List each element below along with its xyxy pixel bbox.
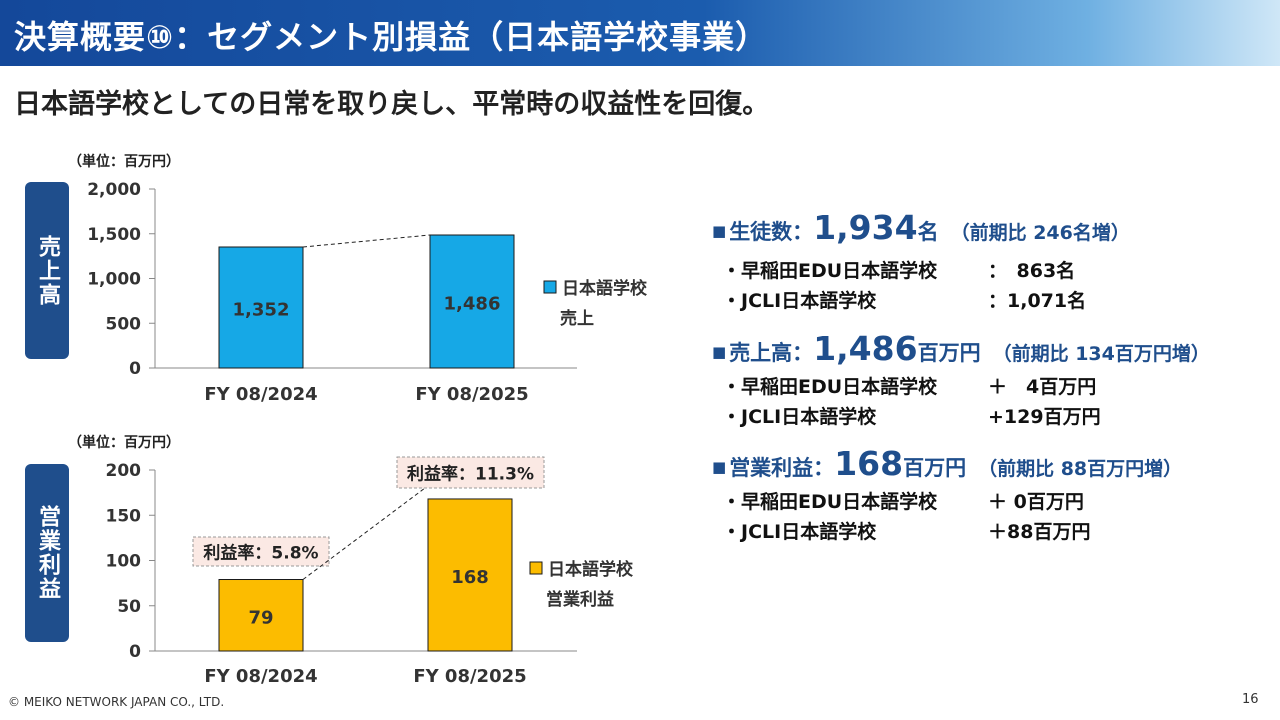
school-value: ：1,071名 — [988, 290, 1087, 312]
school-name: ・早稲田EDU日本語学校 — [722, 376, 938, 398]
stat-value: 1,934 — [813, 208, 918, 247]
school-value: +129百万円 — [988, 406, 1101, 428]
y-tick-label: 200 — [106, 461, 142, 481]
legend-swatch — [543, 280, 557, 294]
x-category-label: FY 08/2025 — [413, 666, 526, 687]
stat-detail-row: ・早稲田EDU日本語学校 ： 863名 — [722, 256, 1075, 283]
trend-connector — [302, 487, 426, 580]
bar — [427, 498, 513, 652]
school-name: ・JCLI日本語学校 — [722, 290, 877, 312]
page-title: 決算概要⑩：セグメント別損益（日本語学校事業） — [14, 18, 769, 56]
bar — [429, 234, 515, 369]
y-tick-label: 500 — [106, 314, 142, 334]
x-category-label: FY 08/2025 — [415, 384, 528, 405]
y-tick-label: 1,000 — [87, 270, 141, 290]
bar-value-label: 168 — [451, 567, 489, 588]
margin-annotation-box — [396, 456, 545, 489]
y-tick-label: 2,000 — [87, 180, 141, 200]
stat-label: 営業利益： — [729, 456, 835, 480]
school-name: ・早稲田EDU日本語学校 — [722, 260, 938, 282]
stat-detail-row: ・早稲田EDU日本語学校 ＋ 4百万円 — [722, 372, 1096, 399]
legend-label: 売上 — [560, 308, 594, 329]
bar — [218, 579, 304, 652]
y-tick-label: 150 — [106, 506, 142, 526]
x-category-label: FY 08/2024 — [204, 666, 317, 687]
school-name: ・JCLI日本語学校 — [722, 406, 877, 428]
margin-annotation-box — [192, 536, 330, 567]
bar-value-label: 1,486 — [444, 294, 501, 315]
unit-label: （単位：百万円） — [68, 153, 180, 170]
stat-label: 生徒数： — [729, 220, 814, 244]
stat-detail-row: ・JCLI日本語学校 ＋88百万円 — [722, 517, 1090, 544]
profit-chart: （単位：百万円） 0 50 100 150 200 79 FY 08/2024 168 FY 08… — [68, 434, 634, 687]
square-bullet-icon: ■ — [712, 343, 727, 361]
stat-compare: （前期比 88百万円増） — [978, 458, 1183, 480]
sales-chart: （単位：百万円） 0 500 1,000 1,500 2,000 1,352 FY 08/20… — [68, 153, 648, 405]
stat-value: 168 — [834, 444, 904, 483]
stat-detail-row: ・JCLI日本語学校 ：1,071名 — [722, 286, 1086, 313]
y-tick-label: 0 — [129, 359, 141, 379]
school-name: ・JCLI日本語学校 — [722, 521, 877, 543]
school-value: ＋ 4百万円 — [988, 376, 1097, 398]
legend-label: 営業利益 — [546, 589, 614, 610]
x-category-label: FY 08/2024 — [204, 384, 317, 405]
school-value: ＋88百万円 — [988, 521, 1091, 543]
school-value: ＋ 0百万円 — [988, 491, 1084, 513]
school-name: ・早稲田EDU日本語学校 — [722, 491, 938, 513]
page-subtitle: 日本語学校としての日常を取り戻し、平常時の収益性を回復。 — [14, 89, 770, 120]
legend-swatch — [529, 561, 543, 575]
school-value: ： 863名 — [988, 260, 1076, 282]
bar-value-label: 1,352 — [233, 299, 290, 320]
y-tick-label: 50 — [117, 597, 141, 617]
stat-label: 売上高： — [729, 341, 814, 365]
page-number: 16 — [1242, 692, 1259, 707]
y-tick-label: 0 — [129, 642, 141, 662]
stat-compare: （前期比 134百万円増） — [992, 343, 1210, 365]
stat-unit: 百万円 — [903, 456, 967, 480]
y-tick-label: 1,500 — [87, 225, 141, 245]
stat-sales: ■ 売上高：1,486百万円 （前期比 134百万円増） — [712, 329, 1210, 368]
legend-label: 日本語学校 — [548, 559, 634, 580]
stat-detail-row: ・早稲田EDU日本語学校 ＋ 0百万円 — [722, 487, 1084, 514]
sales-side-label: 売上高 — [25, 182, 69, 359]
trend-connector — [302, 234, 431, 248]
unit-label: （単位：百万円） — [68, 434, 180, 451]
stat-profit: ■ 営業利益：168百万円 （前期比 88百万円増） — [712, 444, 1182, 483]
stat-compare: （前期比 246名増） — [950, 222, 1130, 244]
profit-side-label: 営業利益 — [25, 464, 69, 642]
square-bullet-icon: ■ — [712, 222, 727, 240]
stat-unit: 名 — [917, 220, 939, 244]
y-tick-label: 100 — [106, 552, 142, 572]
square-bullet-icon: ■ — [712, 458, 727, 476]
title-bar: 決算概要⑩：セグメント別損益（日本語学校事業） — [0, 0, 1280, 66]
stat-value: 1,486 — [813, 329, 918, 368]
stat-unit: 百万円 — [917, 341, 981, 365]
margin-annotation-label: 利益率：11.3% — [407, 464, 534, 485]
bar-value-label: 79 — [248, 607, 273, 628]
copyright: © MEIKO NETWORK JAPAN CO., LTD. — [8, 695, 225, 709]
stat-detail-row: ・JCLI日本語学校 +129百万円 — [722, 402, 1101, 429]
stat-students: ■ 生徒数：1,934名 （前期比 246名増） — [712, 208, 1130, 247]
legend-label: 日本語学校 — [562, 278, 648, 299]
bar — [218, 246, 304, 369]
margin-annotation-label: 利益率：5.8% — [203, 543, 318, 564]
